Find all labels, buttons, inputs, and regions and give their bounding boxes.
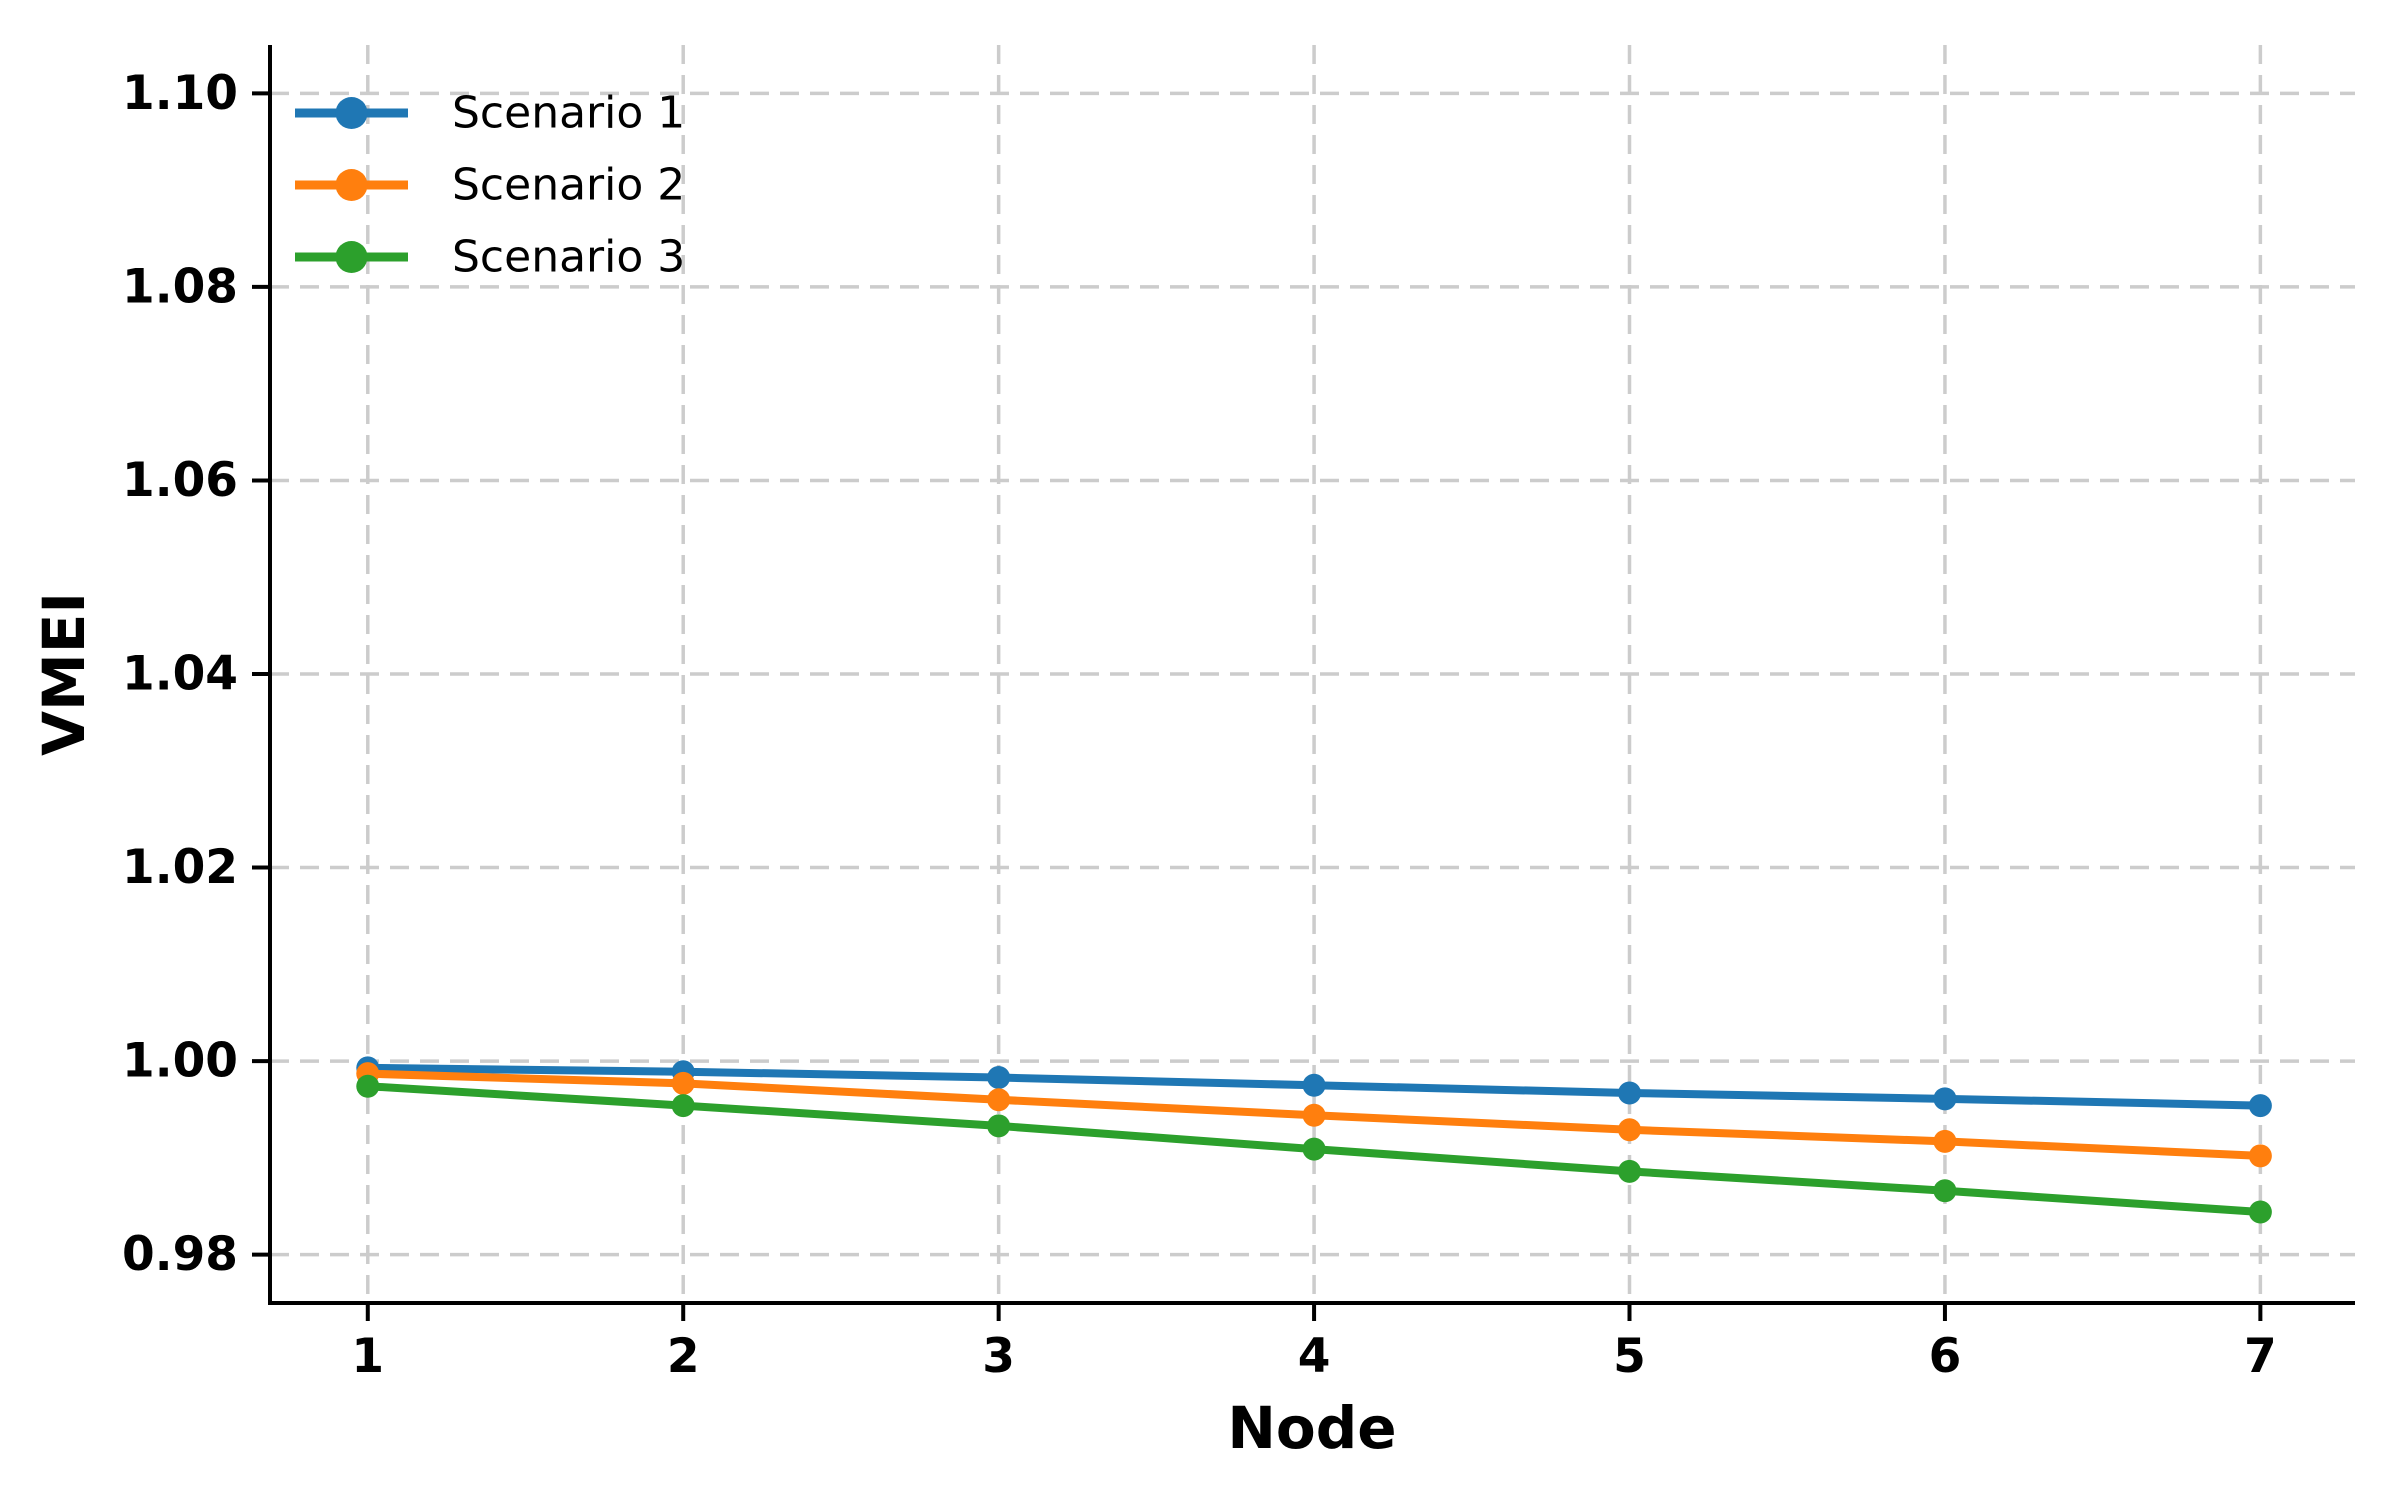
data-point-marker	[356, 1074, 380, 1098]
y-tick-label: 1.08	[122, 259, 238, 314]
legend-marker-icon	[335, 97, 368, 129]
data-point-marker	[1933, 1087, 1957, 1111]
tick-label-layer: 0.98 1.00 1.02 1.04 1.06 1.08 1.10 1 2 3 4 5 6 7	[122, 66, 2277, 1384]
data-point-marker	[2248, 1094, 2272, 1118]
y-tick-label: 1.02	[122, 840, 238, 895]
data-point-marker	[1618, 1118, 1642, 1142]
data-point-marker	[1618, 1159, 1642, 1183]
x-tick-label: 6	[1929, 1329, 1962, 1384]
axes-layer	[252, 45, 2355, 1321]
legend-entry: Scenario 2	[295, 160, 685, 211]
data-point-marker	[1302, 1137, 1326, 1161]
legend-label: Scenario 1	[452, 88, 685, 139]
x-axis-label: Node	[1227, 1394, 1396, 1462]
data-point-marker	[2248, 1144, 2272, 1168]
y-axis-label: VMEI	[30, 592, 98, 756]
legend-entry: Scenario 1	[295, 88, 685, 139]
data-point-marker	[987, 1066, 1011, 1090]
y-tick-label: 1.04	[122, 647, 238, 702]
y-tick-label: 1.06	[122, 453, 238, 508]
y-tick-label: 1.10	[122, 66, 238, 121]
data-point-marker	[1618, 1081, 1642, 1105]
data-point-marker	[1933, 1179, 1957, 1203]
legend-label: Scenario 3	[452, 232, 685, 283]
series-layer	[356, 1056, 2272, 1224]
x-tick-label: 4	[1298, 1329, 1331, 1384]
y-tick-label: 1.00	[122, 1034, 238, 1089]
grid-layer	[270, 45, 2355, 1303]
data-point-marker	[671, 1071, 695, 1095]
data-point-marker	[987, 1114, 1011, 1138]
x-tick-label: 1	[351, 1329, 384, 1384]
legend-entry: Scenario 3	[295, 232, 685, 283]
legend-marker-icon	[335, 169, 368, 201]
data-point-marker	[671, 1094, 695, 1118]
x-tick-label: 3	[982, 1329, 1015, 1384]
data-point-marker	[2248, 1200, 2272, 1224]
x-tick-label: 7	[2244, 1329, 2277, 1384]
x-tick-label: 5	[1613, 1329, 1646, 1384]
data-point-marker	[987, 1088, 1011, 1112]
data-point-marker	[1302, 1073, 1326, 1097]
legend-marker-icon	[335, 241, 368, 273]
legend-label: Scenario 2	[452, 160, 685, 211]
x-tick-label: 2	[667, 1329, 700, 1384]
data-point-marker	[1933, 1129, 1957, 1153]
legend: Scenario 1 Scenario 2 Scenario 3	[295, 88, 685, 283]
y-tick-label: 0.98	[122, 1227, 238, 1282]
data-point-marker	[1302, 1103, 1326, 1127]
